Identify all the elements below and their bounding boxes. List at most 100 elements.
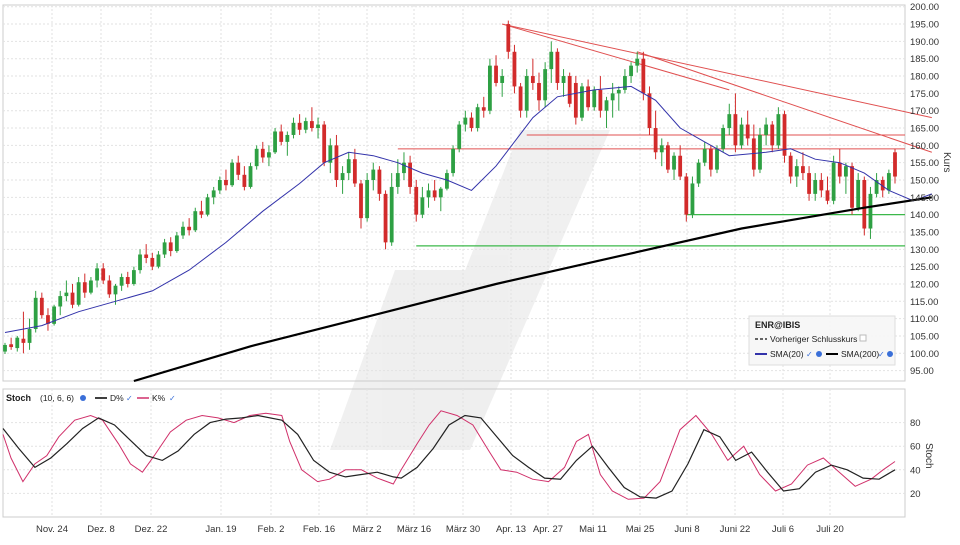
candle-body	[487, 65, 492, 111]
stoch-tick-label: 60	[910, 442, 921, 453]
candle-body	[156, 254, 161, 267]
trend-line	[637, 51, 932, 153]
x-tick-label: Juli 20	[816, 524, 843, 535]
price-tick-label: 175.00	[910, 89, 939, 100]
candle	[825, 176, 830, 205]
candle-body	[886, 173, 891, 191]
sma20-check-icon[interactable]: ✓	[806, 350, 813, 359]
candle-body	[76, 282, 81, 305]
price-tick-label: 155.00	[910, 158, 939, 169]
candle	[420, 186, 425, 219]
candle	[696, 159, 701, 187]
candle-body	[168, 242, 173, 252]
candle-body	[868, 193, 873, 229]
candle-body	[322, 124, 327, 163]
candle	[82, 273, 87, 298]
candle-body	[131, 270, 136, 284]
stoch-legend-d: D%	[110, 393, 124, 403]
price-axis-label: Kurs	[941, 152, 952, 173]
candle	[89, 277, 93, 295]
candle-body	[205, 197, 210, 215]
trend-line	[502, 23, 730, 91]
candle	[573, 76, 578, 125]
sma20-settings-icon[interactable]	[816, 351, 822, 357]
candle	[739, 117, 744, 149]
candle-body	[303, 121, 308, 130]
price-tick-label: 160.00	[910, 141, 939, 152]
candle-body	[801, 166, 805, 174]
candle-body	[89, 280, 93, 293]
candle-body	[273, 131, 277, 153]
legend-box	[748, 315, 896, 366]
candle	[475, 103, 480, 132]
stoch-axis-label: Stoch	[923, 443, 934, 469]
legend-toggle-prev-close[interactable]	[859, 334, 867, 342]
stoch-tick-label: 80	[910, 418, 921, 429]
legend: ENR@IBIS Vorheriger Schlusskurs SMA(20) …	[748, 315, 896, 366]
candle-body	[629, 65, 633, 77]
candle-body	[162, 242, 167, 255]
candle	[623, 69, 627, 94]
candle-body	[463, 117, 468, 125]
candle-body	[807, 173, 811, 194]
candle	[181, 221, 185, 239]
price-tick-label: 135.00	[910, 227, 939, 238]
candle-body	[346, 159, 351, 174]
candle	[254, 145, 259, 170]
candle	[831, 155, 836, 205]
sma200-check-icon[interactable]: ✓	[878, 350, 885, 359]
candle	[144, 244, 149, 264]
candle	[438, 186, 443, 212]
candle-body	[635, 58, 640, 66]
candle-body	[604, 100, 609, 111]
candle	[138, 249, 142, 274]
candle-body	[794, 166, 799, 177]
candle-body	[494, 65, 498, 83]
candle-body	[316, 124, 320, 129]
candle	[610, 82, 615, 118]
candle-body	[377, 169, 382, 194]
stoch-settings-icon[interactable]	[80, 395, 86, 401]
candle-body	[113, 285, 118, 295]
stoch-k-check-icon[interactable]: ✓	[169, 394, 176, 403]
candle-body	[702, 148, 707, 163]
candle	[592, 86, 597, 111]
candle	[408, 155, 413, 194]
candle	[794, 159, 799, 187]
candle	[629, 62, 633, 83]
candle-body	[561, 76, 566, 83]
candle	[309, 107, 314, 132]
candle-body	[451, 148, 455, 174]
candle-body	[850, 166, 854, 208]
price-tick-label: 130.00	[910, 245, 939, 256]
stoch-tick-label: 20	[910, 489, 921, 500]
candle-body	[530, 76, 535, 83]
candle	[211, 186, 216, 205]
candle	[316, 117, 320, 139]
candle-body	[340, 173, 345, 181]
candle	[494, 55, 498, 87]
candle	[224, 169, 228, 191]
stoch-legend-k: K%	[152, 393, 166, 403]
candle	[524, 69, 529, 118]
candle-body	[659, 145, 664, 153]
candle-body	[144, 254, 149, 258]
candle	[285, 131, 290, 156]
candle	[52, 304, 57, 326]
candle-body	[254, 148, 259, 167]
sma20-line	[4, 85, 932, 333]
candle	[801, 152, 805, 181]
candle-body	[359, 183, 363, 219]
candle	[279, 124, 284, 146]
candle-body	[138, 254, 142, 271]
candle-body	[733, 114, 738, 146]
candle	[758, 128, 762, 174]
stoch-tick-label: 40	[910, 465, 921, 476]
candle-body	[524, 76, 529, 111]
sma200-settings-icon[interactable]	[887, 351, 893, 357]
candle	[193, 207, 198, 232]
legend-title: ENR@IBIS	[755, 320, 800, 330]
stoch-d-check-icon[interactable]: ✓	[126, 394, 133, 403]
candle-body	[230, 162, 235, 186]
